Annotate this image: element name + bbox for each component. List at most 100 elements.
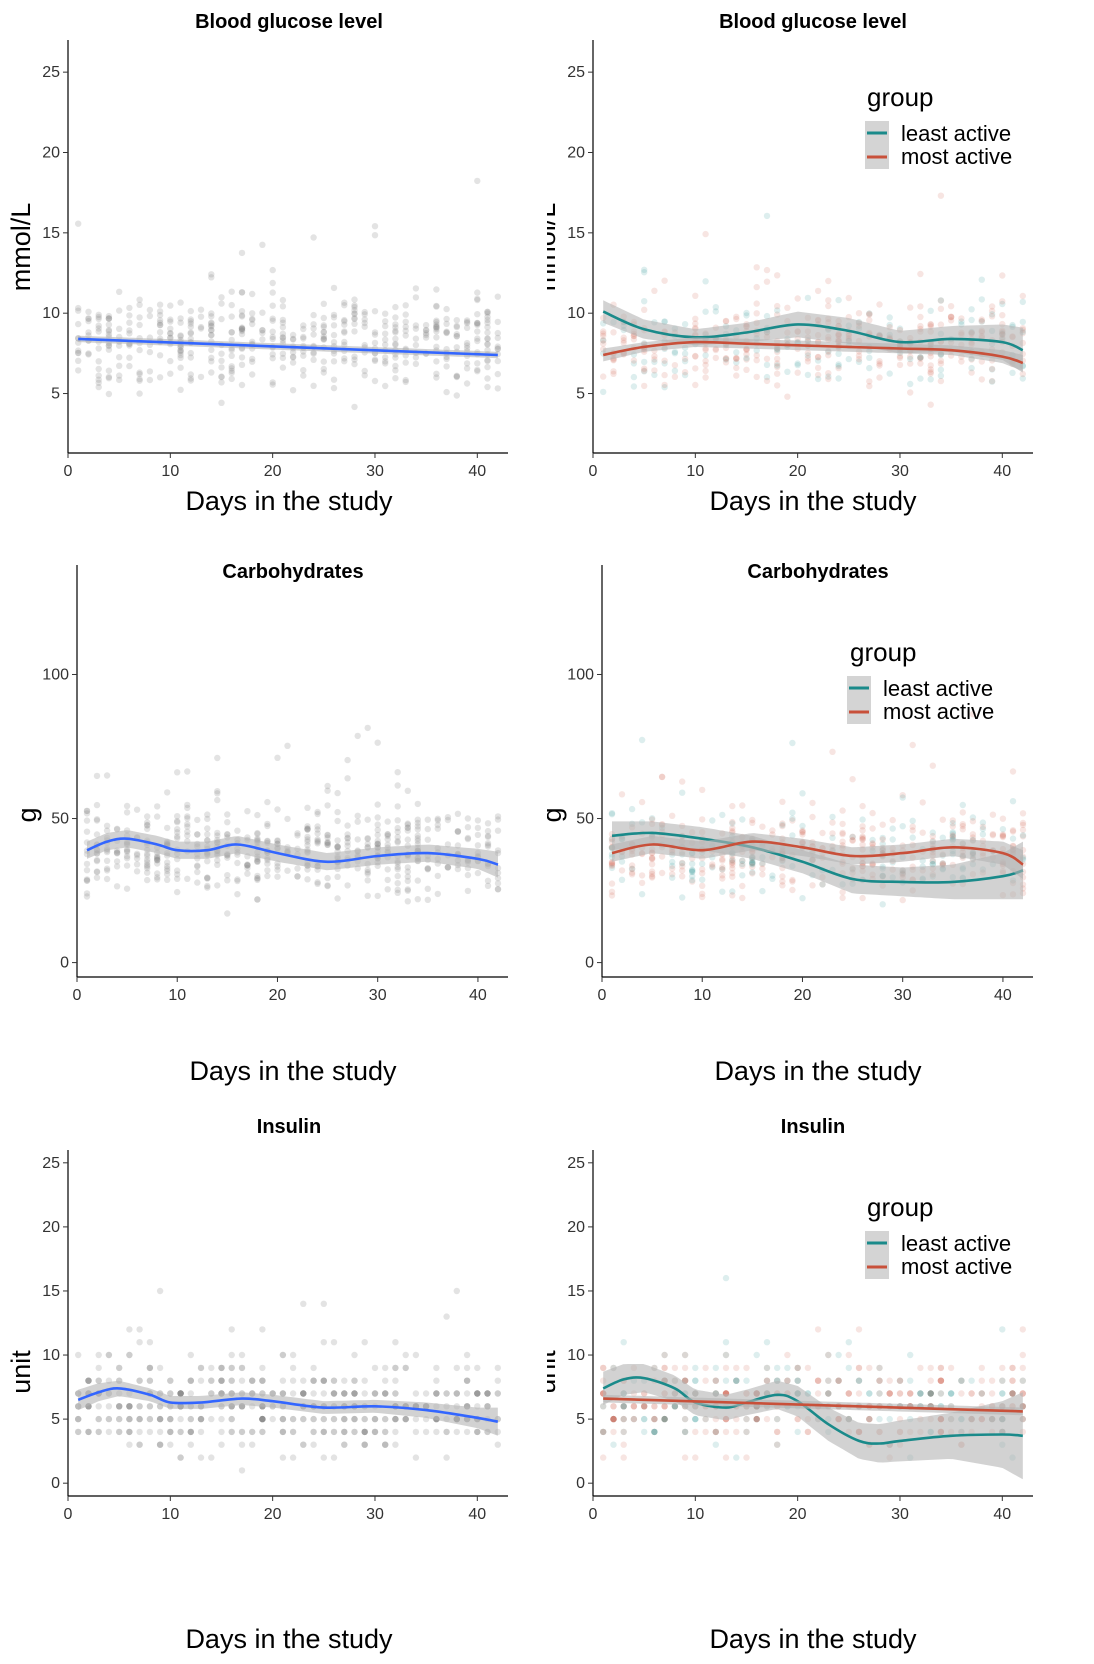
observation-point xyxy=(214,857,221,864)
observation-point xyxy=(218,1364,225,1372)
observation-point xyxy=(829,819,836,826)
y-tick-label: 10 xyxy=(567,1347,585,1364)
observation-point xyxy=(95,328,102,335)
observation-point xyxy=(794,1364,801,1372)
observation-point xyxy=(224,830,231,838)
observation-point xyxy=(463,1377,471,1384)
observation-point xyxy=(825,1351,832,1359)
observation-point xyxy=(709,817,716,824)
observation-point xyxy=(412,354,420,361)
observation-point xyxy=(402,378,409,386)
observation-point xyxy=(144,863,151,870)
observation-point xyxy=(651,1428,658,1436)
observation-point xyxy=(300,1390,307,1397)
observation-point xyxy=(354,812,361,819)
observation-point xyxy=(937,192,945,199)
observation-point xyxy=(174,819,181,826)
observation-point xyxy=(829,830,836,837)
y-tick-label: 100 xyxy=(42,666,69,683)
observation-point xyxy=(105,1351,113,1359)
observation-point xyxy=(146,1403,154,1410)
observation-point xyxy=(937,1377,945,1384)
observation-point xyxy=(474,817,482,824)
observation-point xyxy=(712,1441,719,1448)
observation-point xyxy=(692,1415,699,1423)
observation-point xyxy=(433,324,440,331)
observation-point xyxy=(484,319,491,326)
observation-point xyxy=(249,1377,256,1384)
observation-point xyxy=(103,875,111,883)
observation-point xyxy=(648,855,656,863)
observation-point xyxy=(679,873,686,880)
observation-point xyxy=(361,1441,368,1448)
observation-point xyxy=(917,1390,924,1397)
observation-point xyxy=(279,350,287,357)
observation-point xyxy=(93,772,101,780)
observation-points xyxy=(75,177,501,411)
observation-point xyxy=(394,889,401,896)
observation-point xyxy=(422,1390,430,1397)
observation-point xyxy=(849,833,856,841)
observation-point xyxy=(463,339,471,347)
observation-point xyxy=(264,820,271,828)
observation-point xyxy=(947,313,955,321)
observation-point xyxy=(238,361,246,368)
observation-point xyxy=(749,860,756,867)
observation-point xyxy=(314,823,321,830)
observation-point xyxy=(412,1351,420,1359)
observation-point xyxy=(474,1390,481,1397)
observation-point xyxy=(136,1415,143,1423)
observation-point xyxy=(879,821,886,828)
observation-point xyxy=(133,852,141,859)
observation-point xyxy=(729,820,736,827)
observation-point xyxy=(620,1403,627,1410)
observation-point xyxy=(177,1390,184,1397)
observation-point xyxy=(320,322,327,329)
observation-point xyxy=(351,296,358,303)
observation-point xyxy=(310,1364,317,1372)
observation-point xyxy=(804,1364,812,1372)
observation-point xyxy=(392,354,399,361)
observation-point xyxy=(208,323,215,330)
observation-point xyxy=(474,328,481,335)
observation-point xyxy=(126,362,133,370)
observation-point xyxy=(83,893,91,900)
observation-point xyxy=(651,1403,658,1410)
x-tick-label: 30 xyxy=(894,987,912,1004)
observation-point xyxy=(743,1428,750,1436)
observation-point xyxy=(845,294,852,302)
observation-point xyxy=(95,1415,102,1423)
observation-point xyxy=(866,317,873,324)
observation-point xyxy=(702,278,709,285)
observation-point xyxy=(784,368,791,375)
observation-point xyxy=(167,1428,174,1436)
observation-point xyxy=(394,833,401,841)
observation-point xyxy=(259,326,266,334)
observation-point xyxy=(814,1377,822,1384)
observation-point xyxy=(443,1390,450,1397)
observation-point xyxy=(638,879,646,887)
observation-point xyxy=(144,856,151,863)
observation-point xyxy=(630,1403,638,1410)
observation-point xyxy=(669,874,676,881)
observation-point xyxy=(254,830,261,838)
observation-point xyxy=(463,1428,471,1436)
observation-point xyxy=(414,826,421,833)
observation-point xyxy=(638,798,646,806)
observation-point xyxy=(156,1428,164,1436)
observation-point xyxy=(324,832,331,839)
observation-point xyxy=(1009,768,1017,775)
observation-point xyxy=(709,864,716,871)
observation-point xyxy=(324,840,331,847)
observation-point xyxy=(105,315,113,322)
observation-point xyxy=(1019,370,1026,378)
observation-point xyxy=(620,1415,627,1423)
observation-point xyxy=(184,768,191,775)
observation-point xyxy=(304,825,311,832)
observation-point xyxy=(733,1377,740,1384)
observation-point xyxy=(958,358,965,365)
observation-point xyxy=(719,857,726,864)
observation-point xyxy=(661,381,668,389)
observation-point xyxy=(484,335,491,343)
observation-point xyxy=(774,302,781,310)
